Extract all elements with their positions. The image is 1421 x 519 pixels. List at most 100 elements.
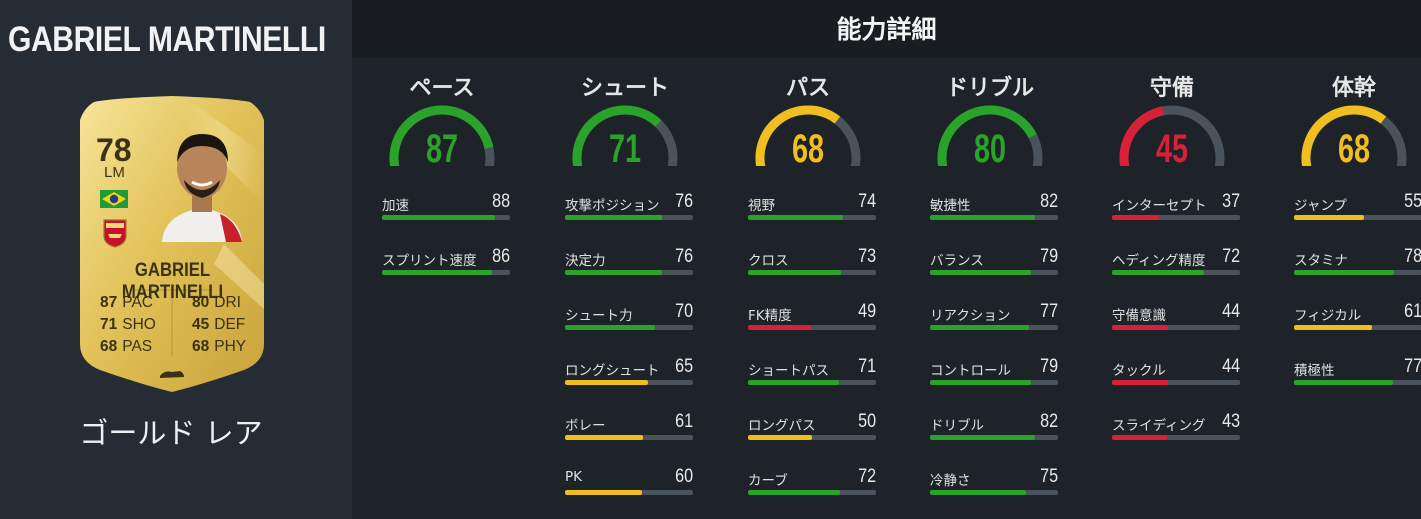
category-value: 87 (425, 127, 459, 171)
sub-stat-bar-fill (1112, 325, 1169, 330)
sub-stat-bar (1112, 380, 1240, 385)
sub-stat-row: 視野 74 (748, 191, 876, 234)
sub-stat-row: FK精度 49 (748, 301, 876, 344)
category-gauge (937, 105, 1043, 166)
gauge-fill (755, 105, 841, 166)
sub-stat-bar-fill (930, 435, 1035, 440)
sub-stat-label: カーブ (748, 473, 788, 489)
sub-stat-value: 44 (1222, 301, 1240, 322)
sub-stat-label: ショートパス (748, 363, 829, 379)
sub-stat-label: FK精度 (748, 308, 792, 324)
sub-stat-bar-fill (565, 490, 642, 495)
sub-stat-label: コントロール (930, 363, 1011, 379)
sub-stat-row: ショートパス 71 (748, 356, 876, 399)
sub-stat-value: 55 (1404, 191, 1421, 212)
sub-stat-label: スプリント速度 (382, 253, 477, 269)
sub-stat-bar (565, 270, 693, 275)
sub-stat-bar-fill (565, 270, 663, 275)
sub-stat-label: タックル (1112, 363, 1166, 379)
sub-stat-bar (930, 325, 1058, 330)
sub-stat-bar (748, 215, 876, 220)
sub-stat-value: 76 (675, 191, 693, 212)
sub-stat-row: ジャンプ 55 (1294, 191, 1421, 234)
sub-stat-value: 77 (1040, 301, 1058, 322)
category-label: ドリブル (945, 76, 1034, 101)
arsenal-crest-icon (103, 219, 127, 248)
gauge-fill (389, 105, 494, 166)
category-gauge (389, 105, 495, 166)
sub-stat-bar (930, 270, 1058, 275)
sub-stat-value: 72 (858, 466, 876, 487)
category-value: 80 (973, 127, 1007, 171)
category-value: 71 (608, 127, 642, 171)
sub-stat-label: 積極性 (1294, 363, 1335, 379)
card-stat-pas: 68 PAS (100, 338, 153, 355)
card-position: LM (104, 164, 125, 181)
player-name: GABRIEL MARTINELLI (8, 20, 326, 59)
sub-stat-row: バランス 79 (930, 246, 1058, 289)
attributes-header: 能力詳細 (352, 0, 1421, 58)
sub-stat-row: 積極性 77 (1294, 356, 1421, 399)
sub-stat-label: 冷静さ (930, 473, 971, 489)
sub-stat-bar (565, 325, 693, 330)
card-stat-pac: 87 PAC (100, 294, 153, 311)
sub-stat-label: フィジカル (1294, 308, 1362, 324)
category-passing: パス 68 視野 74 クロス 73 FK精度 49 ショートパス 71 ロングパス 50 カーブ 72 (733, 58, 883, 518)
sub-stat-row: スプリント速度 86 (382, 246, 510, 289)
sub-stat-value: 76 (675, 246, 693, 267)
sub-stat-value: 79 (1040, 356, 1058, 377)
card-player-name: GABRIEL MARTINELLI (121, 260, 224, 303)
sub-stat-bar (748, 325, 876, 330)
sub-stat-label: ロングシュート (565, 363, 660, 379)
sub-stat-value: 70 (675, 301, 693, 322)
sub-stat-bar (1294, 325, 1421, 330)
gauge-fill (937, 105, 1037, 166)
sub-stat-value: 50 (858, 411, 876, 432)
sub-stat-bar-fill (930, 325, 1029, 330)
sub-stat-bar-fill (1294, 325, 1373, 330)
sub-stat-label: ボレー (565, 418, 606, 434)
sub-stat-row: インターセプト 37 (1112, 191, 1240, 234)
sub-stat-value: 72 (1222, 246, 1240, 267)
sub-stat-bar-fill (930, 380, 1032, 385)
card-rating: 78 (96, 132, 132, 168)
player-summary-panel: GABRIEL MARTINELLI (0, 0, 352, 519)
sub-stat-bar (1112, 435, 1240, 440)
category-physical: 体幹 68 ジャンプ 55 スタミナ 78 フィジカル 61 積極性 77 (1279, 58, 1421, 518)
sub-stat-label: ロングパス (748, 418, 816, 434)
sub-stat-row: 冷静さ 75 (930, 466, 1058, 509)
sub-stat-bar-fill (1294, 380, 1393, 385)
sub-stat-bar-fill (565, 215, 663, 220)
category-gauge (1301, 105, 1407, 166)
player-card: 78 LM GABRIEL MARTINELLI 87 PAC 71 SHO 68 P… (74, 94, 271, 393)
boot-icon (160, 371, 184, 378)
sub-stat-value: 60 (675, 466, 693, 487)
category-label: パス (785, 76, 830, 101)
sub-stat-row: ドリブル 82 (930, 411, 1058, 454)
sub-stat-value: 86 (492, 246, 510, 267)
sub-stat-row: ロングパス 50 (748, 411, 876, 454)
category-gauge (572, 105, 678, 166)
sub-stat-bar-fill (930, 215, 1035, 220)
sub-stat-label: 敏捷性 (930, 198, 971, 214)
sub-stat-bar (748, 380, 876, 385)
sub-stat-bar-fill (1294, 270, 1394, 275)
card-rarity: ゴールド レア (79, 416, 263, 450)
sub-stat-row: スライディング 43 (1112, 411, 1240, 454)
sub-stat-row: ヘディング精度 72 (1112, 246, 1240, 289)
sub-stat-value: 65 (675, 356, 693, 377)
sub-stat-value: 77 (1404, 356, 1421, 377)
sub-stat-bar-fill (382, 270, 493, 275)
sub-stat-bar (1294, 270, 1421, 275)
sub-stat-bar-fill (565, 325, 655, 330)
sub-stat-bar-fill (1294, 215, 1365, 220)
sub-stat-row: ロングシュート 65 (565, 356, 693, 399)
sub-stat-value: 43 (1222, 411, 1240, 432)
sub-stat-label: 決定力 (565, 253, 606, 269)
sub-stat-row: シュート力 70 (565, 301, 693, 344)
category-gauge (1119, 105, 1225, 166)
sub-stat-bar-fill (1112, 435, 1168, 440)
category-gauge (755, 105, 861, 166)
card-stat-phy: 68 PHY (192, 338, 247, 355)
category-label: 守備 (1149, 76, 1194, 101)
